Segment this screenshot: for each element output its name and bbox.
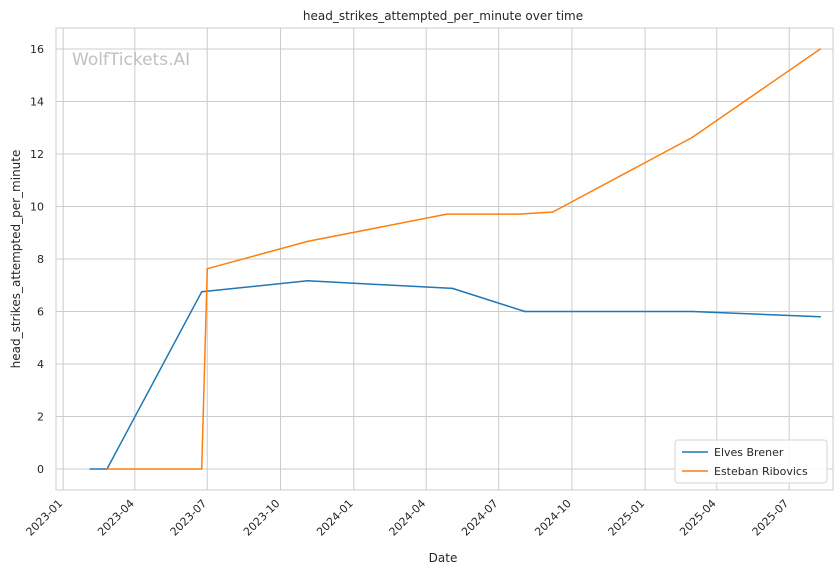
data-point (200, 291, 203, 293)
y-axis-ticks: 0 2 4 6 8 10 12 14 16 (30, 43, 44, 476)
y-tick-label: 8 (37, 253, 44, 266)
y-tick-label: 4 (37, 358, 44, 371)
data-point (691, 136, 693, 139)
y-tick-label: 6 (37, 306, 44, 319)
data-point (691, 310, 693, 313)
data-point (551, 211, 554, 213)
watermark-text: WolfTickets.AI (72, 50, 190, 70)
data-point (89, 468, 92, 470)
data-point (819, 48, 822, 50)
data-point (446, 213, 448, 215)
chart-title: head_strikes_attempted_per_minute over t… (303, 9, 583, 23)
y-tick-label: 0 (37, 463, 44, 476)
data-point (524, 310, 526, 313)
y-tick-label: 12 (30, 148, 44, 161)
data-point (819, 315, 822, 318)
y-tick-label: 2 (37, 411, 44, 424)
series-line-0 (90, 280, 821, 470)
plot-frame (55, 27, 834, 491)
y-tick-label: 14 (30, 96, 44, 109)
grid (56, 28, 833, 490)
data-point (206, 267, 209, 270)
x-axis-label: Date (429, 551, 458, 565)
y-tick-label: 16 (30, 43, 44, 56)
legend-label: Elves Brener (714, 446, 784, 459)
series-layer (89, 48, 822, 470)
data-point (306, 279, 309, 282)
data-point (451, 287, 454, 290)
y-tick-label: 10 (30, 201, 44, 214)
data-point (306, 240, 309, 243)
legend: Elves Brener Esteban Ribovics (674, 439, 828, 484)
data-point (106, 468, 108, 470)
legend-label: Esteban Ribovics (714, 465, 808, 478)
data-point (518, 213, 521, 215)
data-point (200, 468, 203, 470)
legend-box (674, 439, 828, 484)
y-axis-label: head_strikes_attempted_per_minute (9, 150, 23, 369)
